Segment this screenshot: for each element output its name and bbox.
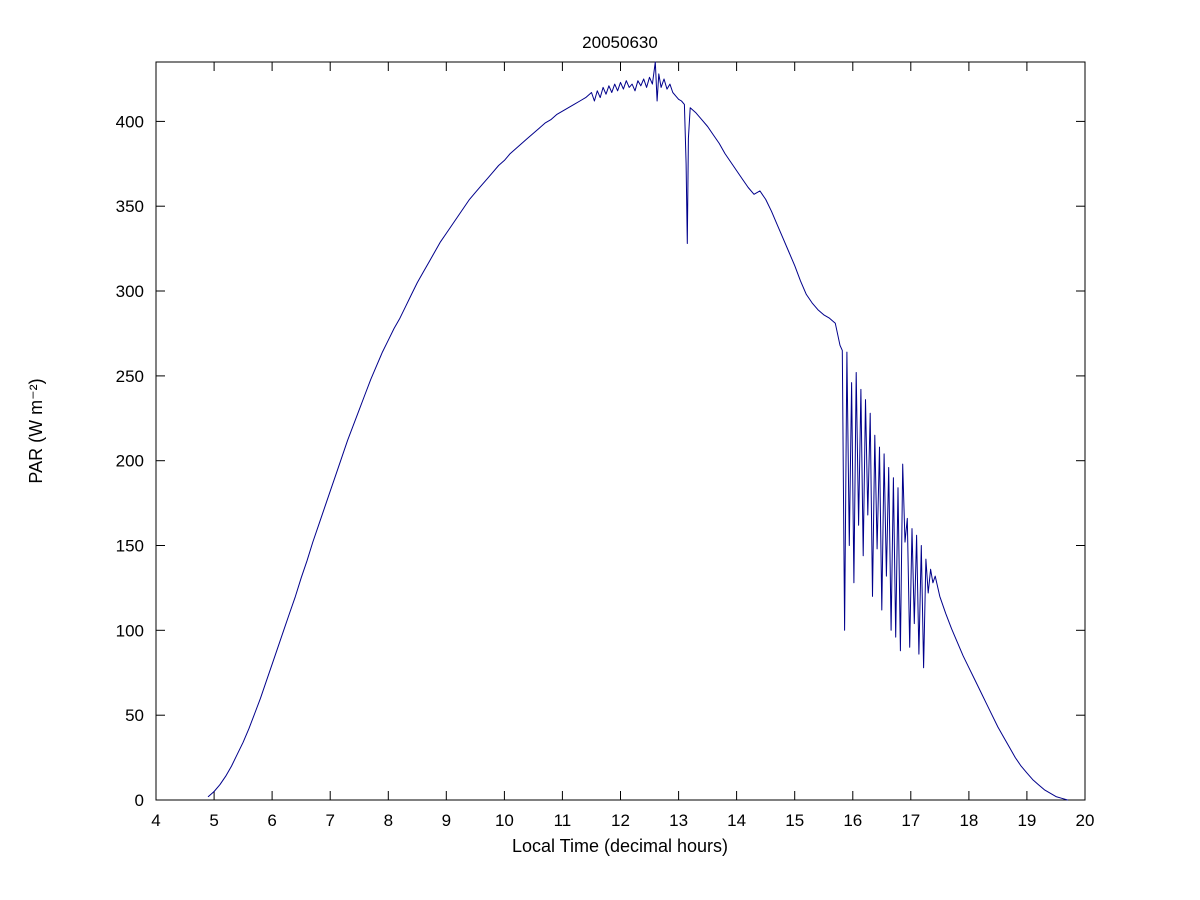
- x-tick-label: 5: [209, 811, 218, 830]
- x-tick-label: 14: [727, 811, 746, 830]
- x-tick-label: 12: [611, 811, 630, 830]
- y-tick-label: 200: [116, 452, 144, 471]
- x-tick-label: 20: [1076, 811, 1095, 830]
- data-line: [207, 61, 1069, 801]
- x-tick-label: 6: [267, 811, 276, 830]
- y-tick-label: 0: [135, 791, 144, 810]
- y-tick-label: 350: [116, 197, 144, 216]
- y-tick-label: 100: [116, 621, 144, 640]
- x-tick-label: 11: [554, 811, 572, 830]
- x-tick-label: 7: [325, 811, 334, 830]
- x-tick-label: 4: [151, 811, 160, 830]
- x-tick-label: 16: [843, 811, 862, 830]
- x-tick-label: 15: [785, 811, 804, 830]
- plot-border: [155, 61, 1086, 801]
- y-axis-label: PAR (W m⁻²): [26, 378, 46, 483]
- x-tick-label: 13: [669, 811, 688, 830]
- y-tick-label: 400: [116, 112, 144, 131]
- x-axis-label: Local Time (decimal hours): [512, 836, 728, 856]
- x-tick-label: 17: [901, 811, 920, 830]
- x-tick-label: 9: [442, 811, 451, 830]
- y-tick-label: 50: [125, 706, 144, 725]
- y-tick-label: 150: [116, 537, 144, 556]
- x-tick-label: 10: [495, 811, 514, 830]
- x-tick-label: 19: [1017, 811, 1036, 830]
- y-tick-label: 250: [116, 367, 144, 386]
- x-tick-label: 18: [959, 811, 978, 830]
- x-tick-label: 8: [384, 811, 393, 830]
- y-tick-label: 300: [116, 282, 144, 301]
- chart-title: 20050630: [582, 33, 658, 52]
